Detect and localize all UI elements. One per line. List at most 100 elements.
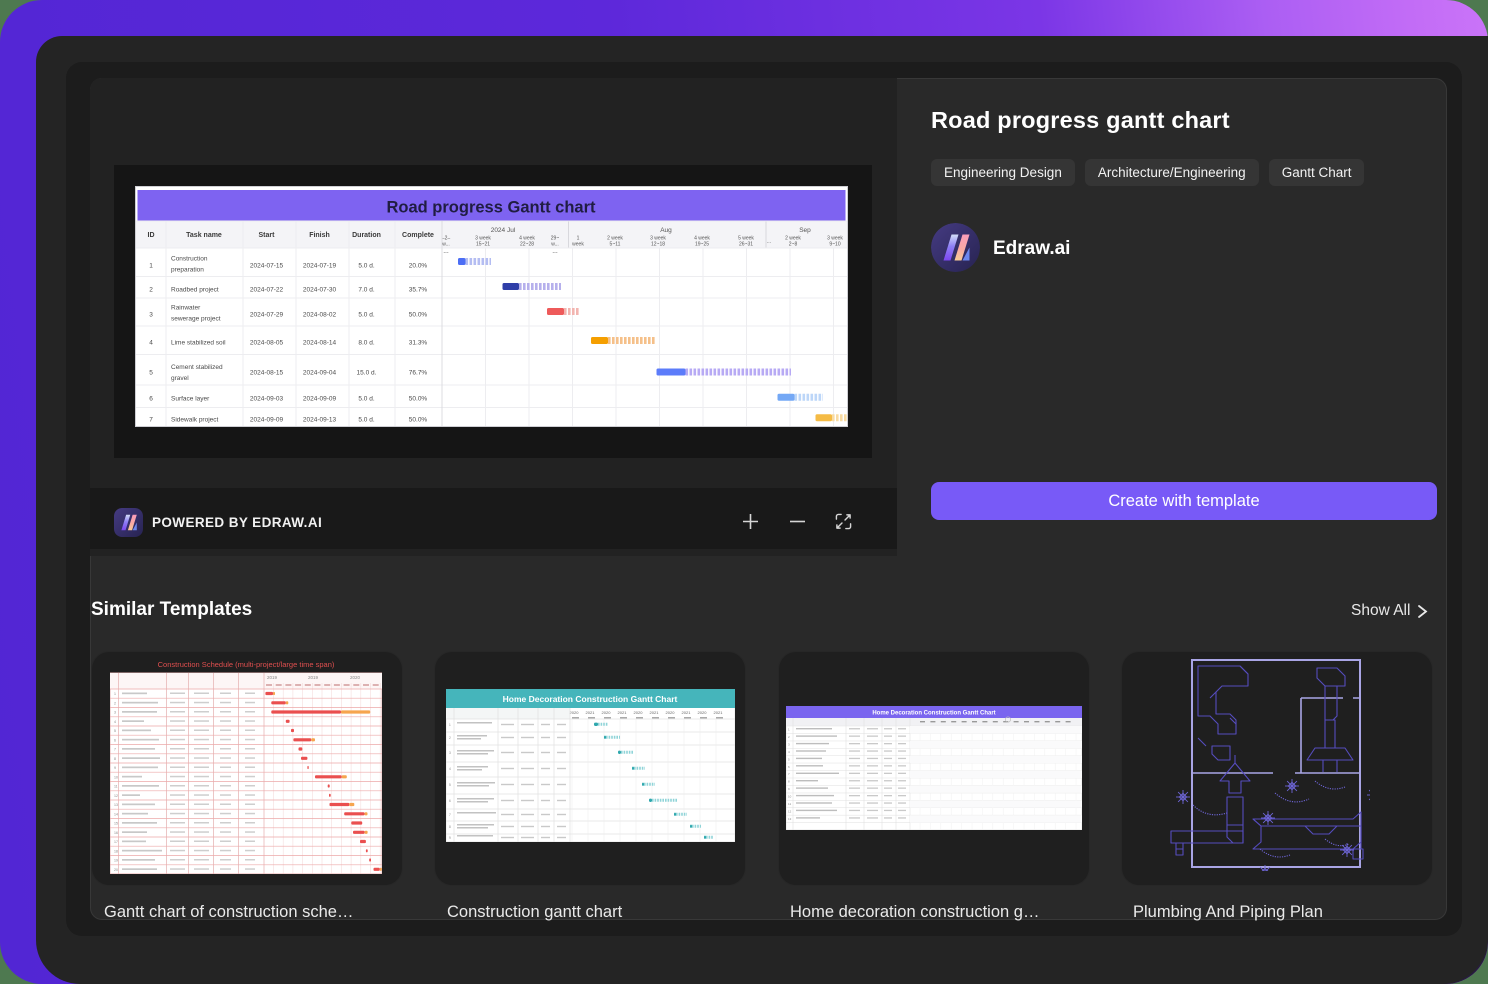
svg-text:Lime stabilized soil: Lime stabilized soil (171, 340, 226, 347)
svg-text:Roadbed project: Roadbed project (171, 287, 219, 294)
svg-text:3 week: 3 week (650, 236, 666, 242)
svg-text:2021: 2021 (682, 710, 692, 715)
svg-text:1: 1 (114, 692, 116, 696)
svg-text:2: 2 (149, 287, 153, 294)
svg-text:15: 15 (114, 822, 118, 826)
svg-text:Start: Start (259, 232, 276, 239)
svg-text:–2–: –2– (442, 236, 451, 242)
svg-text:Duration: Duration (352, 232, 381, 239)
svg-text:5: 5 (114, 729, 116, 733)
svg-text:Road progress Gantt chart: Road progress Gantt chart (386, 199, 596, 217)
svg-text:2024-09-04: 2024-09-04 (303, 370, 337, 377)
svg-text:Complete: Complete (402, 232, 434, 239)
svg-text:Finish: Finish (309, 232, 330, 239)
svg-text:20: 20 (114, 868, 118, 872)
svg-text:13: 13 (788, 817, 792, 821)
svg-text:2021: 2021 (714, 710, 724, 715)
svg-text:2: 2 (114, 701, 116, 705)
svg-text:50.0%: 50.0% (409, 396, 428, 403)
svg-text:2: 2 (449, 736, 451, 740)
svg-text:3: 3 (788, 743, 790, 747)
svg-text:2: 2 (788, 735, 790, 739)
svg-text:15~21: 15~21 (476, 242, 490, 248)
svg-text:3: 3 (149, 312, 153, 319)
svg-text:35.7%: 35.7% (409, 287, 428, 294)
svg-text:week: week (572, 242, 584, 248)
svg-text:Home Decoration Construction G: Home Decoration Construction Gantt Chart (503, 694, 678, 704)
svg-text:5: 5 (449, 783, 451, 787)
svg-text:8: 8 (788, 780, 790, 784)
svg-text:---: --- (444, 250, 449, 256)
svg-text:20.0%: 20.0% (409, 263, 428, 270)
svg-text:2024-08-14: 2024-08-14 (303, 340, 337, 347)
svg-text:7: 7 (788, 772, 790, 776)
svg-text:Home Decoration Construction G: Home Decoration Construction Gantt Chart (872, 711, 995, 717)
svg-text:2024-08-02: 2024-08-02 (303, 312, 337, 319)
svg-text:17: 17 (114, 840, 118, 844)
svg-text:4: 4 (149, 340, 153, 347)
svg-text:19: 19 (114, 859, 118, 863)
svg-text:Sidewalk project: Sidewalk project (171, 417, 219, 424)
svg-text:2024-07-22: 2024-07-22 (250, 287, 284, 294)
svg-text:11: 11 (788, 802, 791, 806)
svg-text:26~31: 26~31 (739, 242, 753, 248)
svg-text:12: 12 (788, 809, 792, 813)
svg-text:15.0 d.: 15.0 d. (357, 370, 377, 377)
svg-text:4: 4 (449, 767, 451, 771)
svg-text:1: 1 (577, 236, 580, 242)
svg-text:19~25: 19~25 (695, 242, 709, 248)
svg-text:2021: 2021 (618, 710, 628, 715)
svg-text:9: 9 (114, 766, 116, 770)
svg-text:3: 3 (449, 751, 451, 755)
svg-text:2024-08-15: 2024-08-15 (250, 370, 284, 377)
svg-text:6: 6 (788, 765, 790, 769)
svg-text:Construction: Construction (171, 256, 208, 263)
svg-text:Construction Schedule (multi-p: Construction Schedule (multi-project/lar… (158, 660, 335, 669)
svg-text:2021: 2021 (586, 710, 596, 715)
svg-text:4 week: 4 week (694, 236, 710, 242)
svg-text:29~: 29~ (551, 236, 560, 242)
svg-text:2024-09-13: 2024-09-13 (303, 417, 337, 424)
svg-text:---: --- (553, 250, 558, 256)
svg-text:5.0 d.: 5.0 d. (358, 263, 374, 270)
svg-text:22~28: 22~28 (520, 242, 534, 248)
svg-text:12: 12 (114, 794, 118, 798)
svg-text:sewerage project: sewerage project (171, 316, 221, 323)
svg-text:2024-07-15: 2024-07-15 (250, 263, 284, 270)
svg-text:1: 1 (788, 728, 790, 732)
svg-text:2024 Jul: 2024 Jul (491, 227, 516, 234)
svg-text:11: 11 (114, 785, 118, 789)
svg-text:Rainwater: Rainwater (171, 305, 201, 312)
svg-text:5.0 d.: 5.0 d. (358, 396, 374, 403)
svg-text:w...: w... (551, 242, 559, 248)
svg-text:3: 3 (114, 711, 116, 715)
svg-text:9~10: 9~10 (829, 242, 840, 248)
svg-text:8.0 d.: 8.0 d. (358, 340, 374, 347)
svg-text:...: ... (767, 239, 771, 245)
svg-text:76.7%: 76.7% (409, 370, 428, 377)
svg-text:3 week: 3 week (475, 236, 491, 242)
svg-text:50.0%: 50.0% (409, 312, 428, 319)
svg-text:5.0 d.: 5.0 d. (358, 312, 374, 319)
svg-text:6: 6 (149, 396, 153, 403)
svg-text:Aug: Aug (660, 227, 672, 234)
svg-text:w...: w... (442, 242, 450, 248)
svg-text:4: 4 (788, 750, 790, 754)
svg-text:Cement stabilized: Cement stabilized (171, 364, 223, 371)
svg-text:7: 7 (114, 748, 116, 752)
svg-text:2024-09-09: 2024-09-09 (250, 417, 284, 424)
svg-text:5 week: 5 week (738, 236, 754, 242)
svg-text:8: 8 (449, 825, 451, 829)
svg-text:2 week: 2 week (607, 236, 623, 242)
svg-text:2024-07-19: 2024-07-19 (303, 263, 337, 270)
svg-text:10: 10 (114, 775, 118, 779)
svg-text:9: 9 (788, 787, 790, 791)
svg-text:2020: 2020 (634, 710, 644, 715)
svg-text:12~18: 12~18 (651, 242, 665, 248)
svg-text:3 week: 3 week (827, 236, 843, 242)
svg-text:10: 10 (788, 795, 792, 799)
svg-text:13: 13 (114, 803, 118, 807)
svg-text:2021: 2021 (650, 710, 660, 715)
svg-text:9: 9 (449, 836, 451, 840)
svg-text:5: 5 (788, 757, 790, 761)
